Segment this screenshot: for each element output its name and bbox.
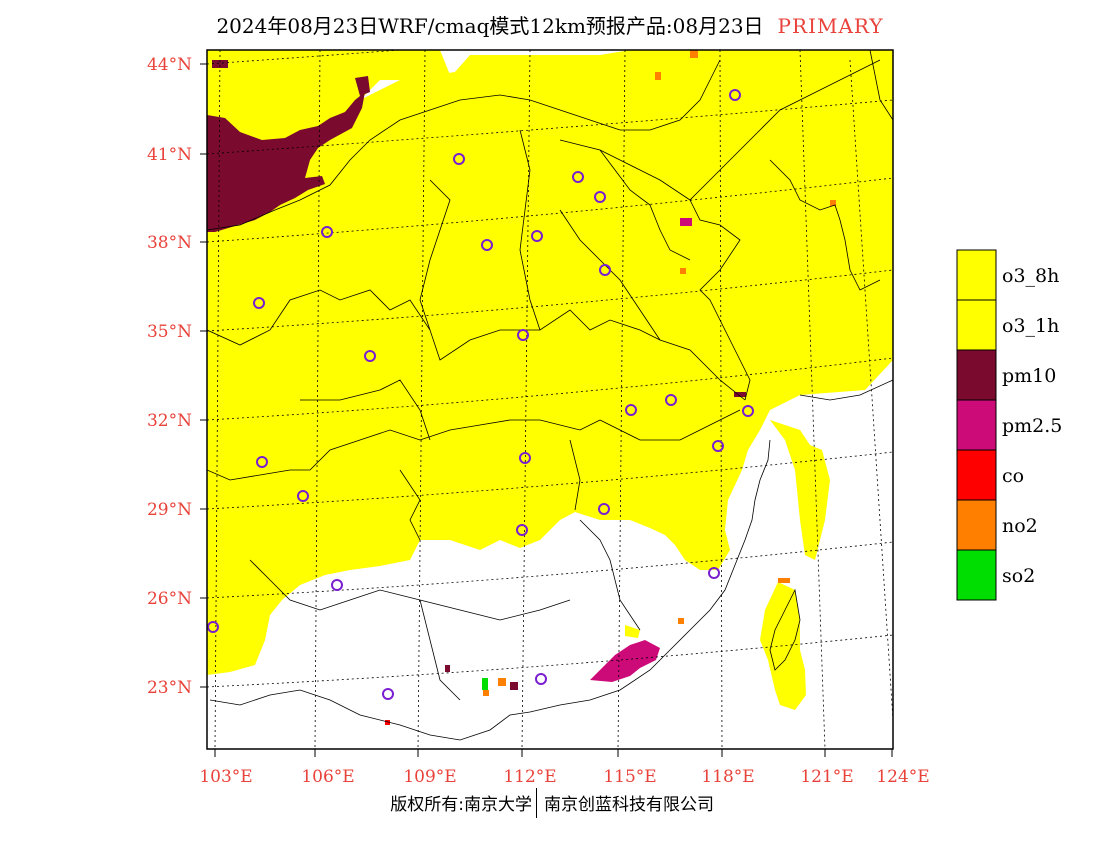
no2-patch-taiwan (778, 578, 790, 583)
legend-swatch-no2 (956, 499, 997, 551)
pm10-patch-top (212, 60, 228, 68)
station-marker (531, 230, 543, 242)
station-marker (535, 673, 547, 685)
pm10-patch-guangxi (445, 665, 450, 672)
no2-patch-shandong (680, 268, 686, 274)
legend-label: o3_1h (1002, 315, 1059, 337)
lat-label: 23°N (147, 678, 192, 698)
so2-patch (482, 678, 488, 690)
station-marker (517, 329, 529, 341)
lon-label: 103°E (199, 767, 252, 787)
station-marker (297, 490, 309, 502)
o3-region (207, 50, 893, 675)
station-marker (256, 456, 268, 468)
pm10-patch-south (510, 682, 518, 690)
legend-swatch-o3-1h (956, 299, 997, 351)
station-marker (321, 226, 333, 238)
copyright-footer: 版权所有:南京大学 南京创蓝科技有限公司 (300, 788, 800, 822)
legend-label: pm10 (1002, 365, 1056, 387)
legend-label: co (1002, 465, 1024, 487)
footer-separator (536, 788, 537, 818)
lon-label: 115°E (603, 767, 656, 787)
legend-swatch-so2 (956, 549, 997, 601)
station-marker (625, 404, 637, 416)
station-marker (729, 89, 741, 101)
co-patch (385, 720, 390, 725)
station-marker (253, 297, 265, 309)
boundaries (207, 50, 893, 741)
legend-label: no2 (1002, 515, 1038, 537)
no2-patch (498, 678, 506, 686)
pm25-region (590, 640, 660, 682)
lat-label: 41°N (147, 145, 192, 165)
copyright-left: 版权所有:南京大学 (390, 795, 532, 815)
station-marker (598, 503, 610, 515)
lon-label: 124°E (876, 767, 929, 787)
legend-swatch-o3-8h (956, 249, 997, 301)
station-marker (712, 440, 724, 452)
o3-region-guangdong (625, 625, 640, 638)
legend: o3_8h o3_1h pm10 pm2.5 co no2 so2 (956, 249, 1062, 601)
legend-swatch-co (956, 449, 997, 501)
legend-swatch-pm10 (956, 349, 997, 401)
lon-label: 109°E (403, 767, 456, 787)
pm10-patch-shanghai (734, 392, 746, 397)
station-marker (364, 350, 376, 362)
station-marker (331, 579, 343, 591)
lat-label: 26°N (147, 589, 192, 609)
lat-label: 38°N (147, 233, 192, 253)
station-marker (599, 264, 611, 276)
legend-label: so2 (1002, 565, 1035, 587)
no2-patch-north (655, 72, 661, 80)
map-title: 2024年08月23日WRF/cmaq模式12km预报产品:08月23日 PRIM… (0, 10, 1100, 39)
lon-label: 118°E (701, 767, 754, 787)
station-marker (516, 524, 528, 536)
graticule (207, 50, 893, 749)
copyright-right: 南京创蓝科技有限公司 (544, 795, 714, 815)
lon-label: 112°E (503, 767, 556, 787)
station-marker (742, 405, 754, 417)
station-marker (708, 567, 720, 579)
station-marker (594, 191, 606, 203)
lat-label: 44°N (147, 55, 192, 75)
title-text: 2024年08月23日WRF/cmaq模式12km预报产品:08月23日 (216, 14, 764, 38)
no2-patch-north-2 (690, 50, 698, 58)
station-marker (481, 239, 493, 251)
pm10-patch (355, 76, 370, 96)
lat-label: 29°N (147, 500, 192, 520)
pm10-region (207, 92, 365, 232)
legend-label: o3_8h (1002, 265, 1059, 287)
legend-label: pm2.5 (1002, 415, 1062, 437)
lon-label: 121°E (800, 767, 853, 787)
lat-ticks (200, 63, 207, 688)
lon-label: 106°E (301, 767, 354, 787)
station-marker (665, 394, 677, 406)
station-marker (382, 688, 394, 700)
o3-region-taiwan-south (760, 582, 806, 710)
station-marker (519, 452, 531, 464)
legend-swatch-pm25 (956, 399, 997, 451)
lat-label: 32°N (147, 411, 192, 431)
lat-label: 35°N (147, 322, 192, 342)
no2-patch-fujian (678, 618, 684, 624)
primary-tag: PRIMARY (777, 14, 884, 38)
station-markers (207, 89, 754, 700)
map-area (207, 50, 893, 749)
no2-patch-2 (483, 690, 489, 696)
lon-ticks (214, 749, 893, 757)
station-marker (572, 171, 584, 183)
station-marker (207, 621, 219, 633)
pm25-patch-tianjin (680, 218, 692, 226)
o3-region-taiwan (770, 420, 830, 560)
station-marker (453, 153, 465, 165)
map-frame (206, 49, 894, 750)
no2-patch-korea (830, 200, 836, 206)
